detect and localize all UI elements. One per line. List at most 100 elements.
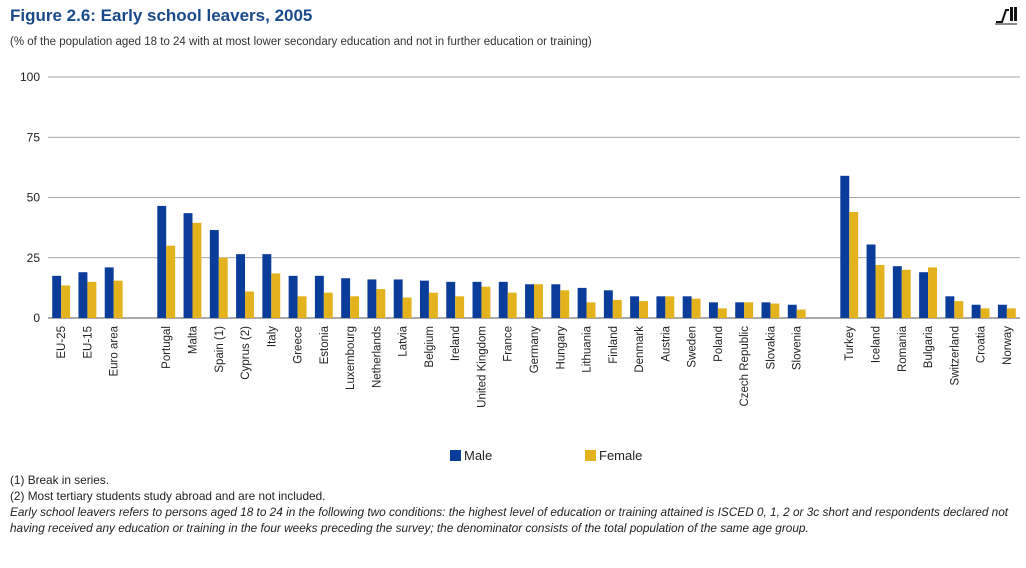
x-tick-label: Austria [660, 325, 672, 361]
x-tick-label: Hungary [555, 326, 567, 370]
bar-male [52, 275, 62, 318]
bar-female [192, 222, 202, 318]
bar-female [770, 303, 780, 318]
bar-female [323, 292, 333, 318]
bar-male [472, 281, 482, 318]
x-tick-label: Greece [293, 326, 305, 364]
x-tick-label: EU-15 [82, 326, 94, 359]
x-tick-label: Slovenia [792, 325, 804, 370]
bar-female [901, 269, 911, 318]
footnote-2: (2) Most tertiary students study abroad … [10, 489, 326, 503]
x-tick-label: EU-25 [56, 326, 68, 359]
chart-subtitle: (% of the population aged 18 to 24 with … [10, 36, 592, 48]
bar-male [551, 284, 561, 318]
y-tick-label: 25 [27, 251, 41, 265]
bar-chart: 0 25 50 75 100 EU-25 EU-15 Euro area Portugal Mal… [20, 70, 1020, 408]
bar-female [954, 301, 964, 318]
bar-male [761, 302, 771, 318]
bar-female [796, 309, 806, 318]
bar-female [428, 292, 438, 318]
bar-female [218, 257, 228, 318]
x-tick-label: United Kingdom [476, 326, 488, 408]
x-tick-label: Luxembourg [345, 326, 357, 390]
legend-swatch-male [450, 450, 461, 461]
bar-female [612, 299, 622, 318]
x-tick-label: Germany [529, 326, 541, 374]
x-tick-label: Euro area [109, 325, 121, 376]
bar-female [717, 308, 727, 318]
x-tick-label: Spain (1) [214, 326, 226, 373]
y-tick-label: 100 [20, 70, 40, 84]
x-tick-label: Ireland [450, 326, 462, 361]
bar-female [665, 296, 675, 318]
legend-item-female: Female [585, 448, 642, 463]
bar-male [341, 278, 351, 318]
bar-male [209, 230, 219, 318]
bar-female [534, 284, 543, 318]
bar-female [744, 302, 754, 318]
bar-male [630, 296, 640, 318]
bar-female [245, 291, 254, 318]
x-tick-label: Cyprus (2) [240, 326, 252, 380]
bar-male [708, 302, 718, 318]
bar-male [157, 205, 167, 318]
bar-male [840, 175, 850, 318]
x-tick-label: Slovakia [765, 325, 777, 369]
bar-male [288, 275, 298, 318]
y-tick-label: 50 [27, 191, 41, 205]
x-tick-label: Denmark [634, 326, 646, 373]
bar-male [656, 296, 666, 318]
bar-female [271, 273, 281, 318]
bar-male [498, 281, 508, 318]
bar-male [577, 287, 587, 318]
bar-male [919, 272, 929, 318]
bar-male [314, 275, 324, 318]
x-tick-label: Portugal [161, 326, 173, 369]
bar-male [183, 213, 193, 318]
bar-male [446, 281, 456, 318]
bar-female [402, 297, 412, 318]
bar-male [866, 244, 876, 318]
bar-male [945, 296, 955, 318]
bar-male [367, 279, 377, 318]
legend-swatch-female [585, 450, 596, 461]
legend: Male Female [450, 448, 750, 468]
bar-female [61, 285, 71, 318]
publication-logo-icon [995, 7, 1017, 25]
bar-female [166, 245, 176, 318]
bar-female [376, 289, 386, 318]
bar-male [735, 302, 745, 318]
bar-male [262, 254, 272, 318]
legend-item-male: Male [450, 448, 492, 463]
bar-female [481, 286, 491, 318]
y-tick-label: 0 [33, 311, 40, 325]
x-tick-label: Turkey [844, 326, 856, 361]
bar-male [104, 267, 114, 318]
bar-male [419, 280, 429, 318]
bar-female [849, 211, 859, 318]
bar-male [971, 304, 981, 318]
bar-male [393, 279, 403, 318]
chart-title: Figure 2.6: Early school leavers, 2005 [10, 6, 313, 25]
bar-male [892, 266, 902, 318]
bar-female [455, 296, 465, 318]
x-tick-label: Latvia [398, 325, 410, 356]
x-tick-label: Romania [897, 325, 909, 372]
bar-female [1006, 308, 1016, 318]
bar-female [980, 308, 990, 318]
bar-female [639, 301, 649, 318]
bar-female [297, 296, 307, 318]
bar-female [113, 280, 123, 318]
x-tick-label: Malta [187, 325, 199, 354]
x-tick-label: Estonia [319, 325, 331, 364]
bar-male [997, 304, 1007, 318]
x-tick-label: Finland [608, 326, 620, 364]
definition-note: Early school leavers refers to persons a… [10, 505, 1009, 535]
bar-male [787, 304, 797, 318]
x-tick-label: Czech Republic [739, 326, 751, 407]
bar-male [78, 272, 88, 318]
bar-female [350, 296, 360, 318]
x-tick-label: Poland [713, 326, 725, 362]
bar-male [603, 290, 613, 318]
legend-label-male: Male [464, 448, 493, 463]
